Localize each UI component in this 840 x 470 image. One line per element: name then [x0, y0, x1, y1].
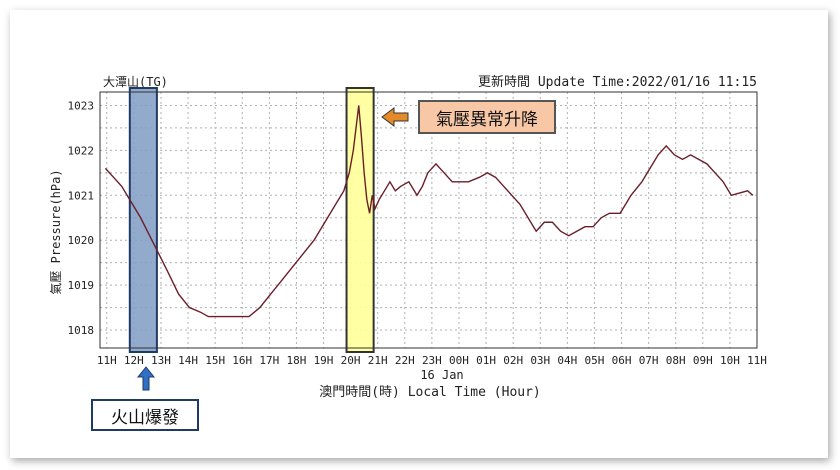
anomaly-band: [345, 87, 375, 353]
x-tick-label: 15H: [205, 354, 225, 367]
x-tick-label: 05H: [585, 354, 605, 367]
date-label: 16 Jan: [420, 368, 463, 382]
x-tick-label: 10H: [720, 354, 740, 367]
y-tick-label: 1018: [68, 324, 95, 337]
plot-border: [99, 91, 758, 349]
x-tick-label: 02H: [503, 354, 523, 367]
pressure-series-line: [104, 105, 754, 318]
x-tick-label: 13H: [151, 354, 171, 367]
station-label: 大潭山(TG): [103, 75, 168, 89]
y-tick-label: 1020: [68, 234, 95, 247]
y-tick-label: 1022: [68, 144, 95, 157]
eruption-arrow-icon: [136, 366, 156, 391]
x-tick-label: 00H: [449, 354, 469, 367]
anomaly-callout: 氣壓異常升降: [418, 100, 556, 134]
x-tick-label: 08H: [666, 354, 686, 367]
x-tick-label: 14H: [178, 354, 198, 367]
eruption-callout: 火山爆發: [91, 399, 199, 431]
x-tick-label: 23H: [422, 354, 442, 367]
x-tick-label: 12H: [124, 354, 144, 367]
eruption-band: [128, 87, 158, 353]
y-axis-label: 氣壓 Pressure(hPa): [49, 169, 63, 294]
x-tick-label: 16H: [232, 354, 252, 367]
y-tick-label: 1021: [68, 189, 95, 202]
x-axis-label: 澳門時間(時) Local Time (Hour): [319, 384, 541, 400]
x-tick-label: 07H: [639, 354, 659, 367]
x-tick-label: 22H: [395, 354, 415, 367]
x-tick-label: 03H: [530, 354, 550, 367]
x-tick-label: 19H: [314, 354, 334, 367]
x-tick-label: 11H: [747, 354, 767, 367]
y-tick-label: 1023: [68, 99, 95, 112]
y-tick-label: 1019: [68, 279, 95, 292]
x-tick-label: 20H: [341, 354, 361, 367]
update-time-label: 更新時間 Update Time:2022/01/16 11:15: [478, 74, 757, 90]
x-tick-label: 21H: [368, 354, 388, 367]
x-tick-label: 18H: [286, 354, 306, 367]
x-tick-label: 06H: [612, 354, 632, 367]
x-tick-label: 17H: [259, 354, 279, 367]
x-tick-label: 04H: [557, 354, 577, 367]
x-tick-label: 09H: [693, 354, 713, 367]
anomaly-arrow-icon: [381, 107, 409, 127]
x-tick-label: 01H: [476, 354, 496, 367]
x-tick-label: 11H: [97, 354, 117, 367]
